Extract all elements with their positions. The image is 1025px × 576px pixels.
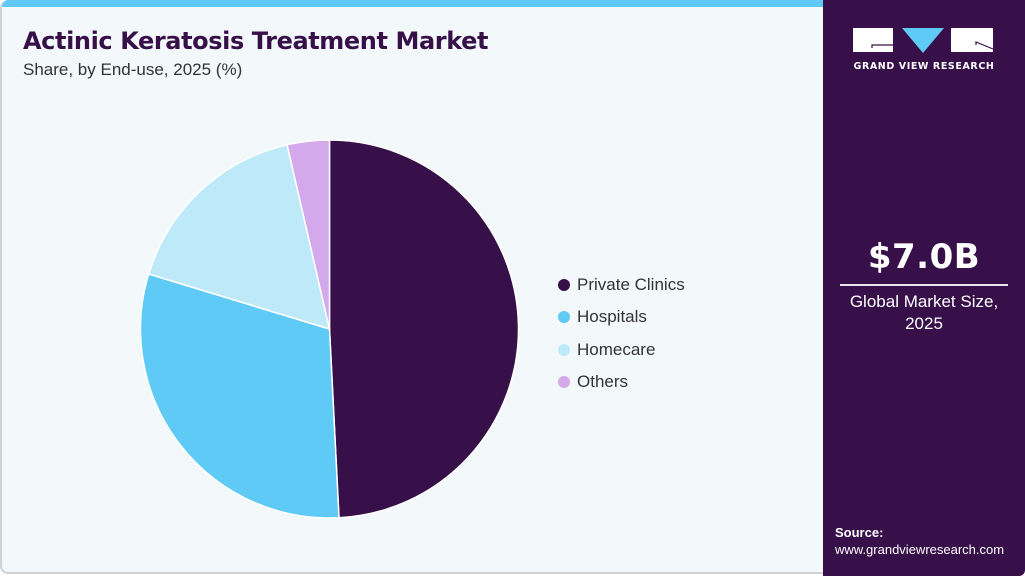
legend-item-hospitals: Hospitals (558, 301, 685, 333)
legend-item-homecare: Homecare (558, 334, 685, 366)
grand-view-research-logo-icon (853, 28, 994, 53)
source-label: Source: (835, 525, 884, 540)
legend-label: Hospitals (577, 307, 647, 327)
legend-dot-icon (558, 343, 570, 356)
divider (840, 284, 1008, 286)
chart-subtitle: Share, by End-use, 2025 (%) (23, 60, 243, 79)
market-size-label-line2: 2025 (905, 314, 943, 333)
legend-label: Private Clinics (577, 275, 685, 295)
chart-card: Actinic Keratosis Treatment Market Share… (0, 0, 823, 574)
sidebar-panel: GRAND VIEW RESEARCH $7.0B Global Market … (823, 0, 1025, 576)
legend-dot-icon (558, 279, 570, 292)
legend-dot-icon (558, 311, 570, 324)
pie-slice-hospitals (139, 273, 340, 519)
legend-label: Others (577, 372, 629, 392)
market-size-label: Global Market Size, 2025 (823, 291, 1025, 335)
chart-title: Actinic Keratosis Treatment Market (23, 27, 489, 55)
pie-slice-others (286, 139, 331, 330)
chart-legend: Private Clinics Hospitals Homecare Other… (558, 269, 685, 398)
legend-label: Homecare (577, 339, 656, 359)
market-size-label-line1: Global Market Size, (849, 292, 999, 311)
market-size-value: $7.0B (867, 237, 981, 277)
legend-item-private-clinics: Private Clinics (558, 269, 685, 301)
pie-slice-private-clinics (328, 139, 520, 519)
legend-dot-icon (558, 376, 570, 389)
legend-item-others: Others (558, 366, 685, 398)
accent-top-bar (2, 0, 823, 7)
source-link[interactable]: www.grandviewresearch.com (835, 542, 1005, 557)
pie-chart (139, 139, 520, 519)
pie-slice-homecare (147, 144, 331, 330)
logo-text: GRAND VIEW RESEARCH (853, 61, 995, 72)
